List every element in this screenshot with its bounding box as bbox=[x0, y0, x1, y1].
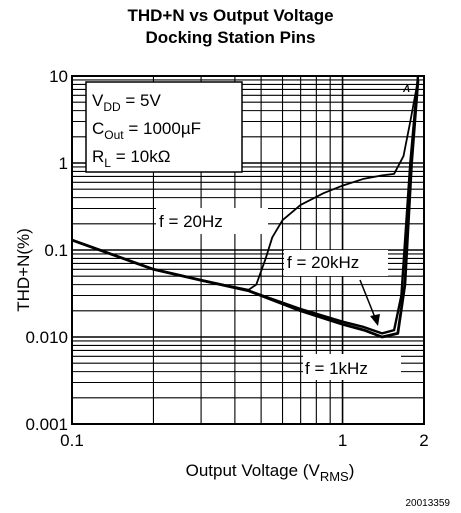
annotation-20hz-label: f = 20Hz bbox=[159, 212, 223, 231]
y-tick-label: 0.010 bbox=[25, 328, 68, 347]
y-tick-label: 1 bbox=[59, 154, 68, 173]
annotation-1khz-label: f = 1kHz bbox=[305, 359, 368, 378]
figure-id: 20013359 bbox=[406, 498, 451, 509]
annotation-20hz: f = 20Hz bbox=[156, 208, 268, 234]
conditions-box: VDD = 5V COut = 1000µF RL = 10kΩ bbox=[85, 81, 243, 173]
vdd-text: VDD = 5V bbox=[92, 91, 162, 114]
y-tick-label: 10 bbox=[49, 67, 68, 86]
y-tick-label: 0.1 bbox=[44, 241, 68, 260]
annotation-20khz-label: f = 20kHz bbox=[287, 253, 359, 272]
data-series bbox=[71, 75, 420, 339]
annotation-20khz: f = 20kHz bbox=[284, 250, 388, 326]
rl-text: RL = 10kΩ bbox=[92, 147, 170, 170]
series-line-3 bbox=[71, 79, 420, 339]
x-tick-label: 2 bbox=[419, 431, 428, 450]
plot-border bbox=[71, 75, 425, 425]
chart-title: THD+N vs Output Voltage bbox=[127, 6, 334, 25]
cout-text: COut = 1000µF bbox=[92, 119, 201, 142]
annotation-1khz: f = 1kHz bbox=[303, 354, 401, 380]
axis-ticks: 0.1 1 2 10 1 0.1 0.010 0.001 bbox=[25, 67, 428, 450]
y-tick-label: 0.001 bbox=[25, 415, 68, 434]
x-tick-label: 0.1 bbox=[60, 431, 84, 450]
x-axis-label: Output Voltage (VRMS) bbox=[186, 461, 355, 484]
x-tick-label: 1 bbox=[338, 431, 347, 450]
corner-mark: A bbox=[402, 84, 410, 95]
y-axis-label: THD+N(%) bbox=[14, 228, 33, 312]
chart-subtitle: Docking Station Pins bbox=[145, 28, 316, 47]
annotation-20khz-arrow bbox=[359, 279, 377, 321]
arrow-head-icon bbox=[370, 314, 380, 326]
